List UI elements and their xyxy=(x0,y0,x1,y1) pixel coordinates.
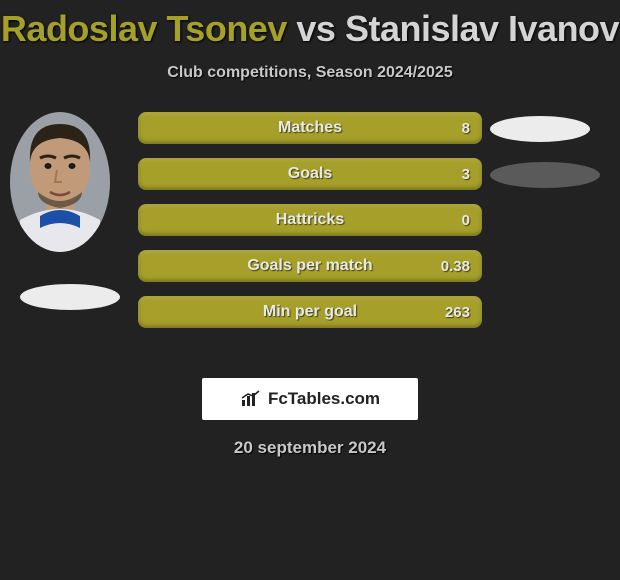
date-text: 20 september 2024 xyxy=(0,438,620,458)
subtitle: Club competitions, Season 2024/2025 xyxy=(0,64,620,82)
brand-text: FcTables.com xyxy=(268,389,380,409)
stat-label: Matches xyxy=(278,119,342,137)
player1-pill xyxy=(20,284,120,310)
brand-badge: FcTables.com xyxy=(202,378,418,420)
stat-label: Goals xyxy=(288,165,332,183)
stat-value: 0 xyxy=(462,212,470,229)
stat-bars: Matches 8 Goals 3 Hattricks 0 Goals per … xyxy=(138,112,482,342)
vs-text: vs xyxy=(296,8,335,49)
stat-value: 3 xyxy=(462,166,470,183)
comparison-title: Radoslav Tsonev vs Stanislav Ivanov xyxy=(0,0,620,50)
player2-pill-1 xyxy=(490,116,590,142)
content-area: Matches 8 Goals 3 Hattricks 0 Goals per … xyxy=(0,112,620,372)
stat-bar-mpg: Min per goal 263 xyxy=(138,296,482,328)
stat-value: 0.38 xyxy=(441,258,470,275)
stat-label: Min per goal xyxy=(263,303,357,321)
stat-bar-goals: Goals 3 xyxy=(138,158,482,190)
stat-label: Goals per match xyxy=(247,257,372,275)
player1-avatar xyxy=(10,112,110,252)
stat-value: 8 xyxy=(462,120,470,137)
stat-bar-matches: Matches 8 xyxy=(138,112,482,144)
player1-name: Radoslav Tsonev xyxy=(1,8,287,49)
chart-icon xyxy=(240,390,262,408)
player2-pill-2 xyxy=(490,162,600,188)
stat-label: Hattricks xyxy=(276,211,344,229)
stat-value: 263 xyxy=(445,304,470,321)
stat-bar-hattricks: Hattricks 0 xyxy=(138,204,482,236)
player2-name: Stanislav Ivanov xyxy=(345,8,619,49)
stat-bar-gpm: Goals per match 0.38 xyxy=(138,250,482,282)
